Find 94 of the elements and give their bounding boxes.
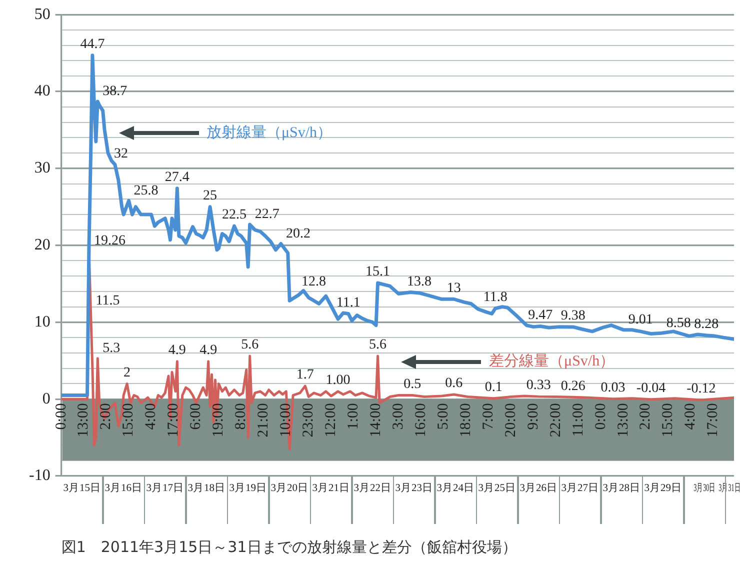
data-label: 44.7 (80, 37, 105, 52)
x-tick-label: 8:00 (233, 403, 250, 430)
x-tick-label: 13:00 (615, 403, 632, 438)
x2-tick-label: 3月21日 (312, 482, 350, 494)
data-label: 1.00 (326, 373, 350, 388)
x-tick-label: 0:00 (53, 403, 70, 430)
y-tick-label: 50 (34, 6, 50, 23)
data-label: 9.47 (528, 308, 553, 323)
x-tick-label: 11:00 (570, 403, 586, 437)
y-tick-label: 30 (34, 160, 50, 177)
data-label: -0.12 (686, 382, 716, 397)
x-tick-label: 17:00 (166, 403, 182, 438)
x-tick-label: 13:00 (76, 403, 92, 438)
data-label: 2 (124, 365, 131, 380)
x-tick-label: 4:00 (143, 403, 160, 430)
x2-tick-label: 3月17日 (146, 482, 184, 494)
series-label: 差分線量（μSv/h） (489, 352, 615, 370)
text: 放射線量（μSv/h） (206, 124, 332, 142)
data-label: 22.5 (222, 208, 246, 223)
data-label: 38.7 (102, 84, 128, 100)
x-tick-label: 23:00 (300, 403, 317, 438)
data-label: 11.1 (336, 295, 360, 310)
data-label: 0.26 (560, 378, 586, 394)
data-label: 0.5 (404, 376, 422, 392)
x2-tick-label: 3月15日 (63, 482, 101, 494)
y-tick-label: 10 (34, 313, 50, 330)
data-label: 32 (114, 146, 128, 162)
data-label: 0.03 (600, 380, 626, 396)
data-label: 27.4 (164, 170, 190, 186)
y-tick-label: 40 (34, 82, 50, 100)
data-label: 0.33 (526, 378, 551, 394)
x-tick-label: 12:00 (323, 403, 340, 438)
data-label: -0.04 (636, 381, 666, 396)
data-label: 9.01 (628, 312, 653, 328)
x2-tick-label: 3月29日 (644, 482, 682, 494)
x2-tick-label: 3月30日 (694, 481, 716, 494)
x2-tick-label: 3月26日 (520, 482, 558, 494)
x-tick-label: 0:00 (592, 403, 609, 430)
x-tick-label: 16:00 (412, 403, 429, 438)
x2-tick-label: 3月27日 (561, 482, 599, 494)
data-label: 13 (446, 280, 461, 296)
x-tick-label: 18:00 (458, 403, 474, 438)
x2-tick-label: 3月23日 (395, 482, 433, 494)
data-label: 8.58 (666, 316, 691, 331)
x2-tick-label: 3月22日 (354, 482, 392, 494)
x-tick-label: 17:00 (705, 403, 722, 438)
x-tick-label: 22:00 (548, 403, 564, 438)
y-tick-label: 20 (34, 236, 50, 254)
data-label: 0.6 (445, 376, 463, 392)
data-label: 25 (203, 188, 218, 204)
data-label: 13.8 (407, 274, 432, 290)
y-tick-label: -10 (29, 467, 50, 484)
x-tick-label: 9:00 (525, 403, 542, 430)
x-tick-label: 2:00 (638, 403, 654, 430)
x-tick-label: 15:00 (660, 403, 676, 438)
x-tick-label: 21:00 (256, 403, 272, 438)
x-tick-label: 1:00 (346, 403, 362, 430)
x-tick-label: 5:00 (435, 403, 452, 430)
x-tick-label: 7:00 (480, 403, 496, 430)
x2-tick-label: 3月28日 (602, 482, 640, 494)
data-label: 5.3 (102, 341, 120, 356)
data-label: 19.26 (94, 234, 126, 249)
x2-tick-label: 3月20日 (270, 482, 308, 494)
x2-tick-label: 3月18日 (188, 482, 226, 494)
data-label: 5.6 (241, 338, 259, 353)
data-label: 1.7 (296, 368, 314, 383)
text: 図1 2011年3月15日～31日までの放射線量と差分（飯舘村役場） (61, 538, 517, 556)
x2-tick-label: 3月19日 (229, 482, 267, 494)
data-label: 11.5 (96, 293, 120, 308)
data-label: 9.38 (560, 308, 586, 324)
x-tick-label: 14:00 (368, 403, 384, 438)
data-label: 4.9 (200, 343, 218, 358)
x-tick-label: 19:00 (210, 403, 227, 438)
data-label: 8.28 (694, 317, 719, 332)
data-label: 5.6 (369, 338, 387, 353)
data-label: 22.7 (254, 207, 280, 222)
x-tick-label: 3:00 (390, 403, 406, 430)
data-label: 0.1 (484, 380, 502, 396)
x-tick-label: 20:00 (502, 403, 519, 438)
data-label: 12.8 (302, 274, 326, 290)
x-tick-label: 4:00 (682, 403, 699, 430)
x2-tick-label: 3月16日 (104, 482, 142, 494)
data-label: 4.9 (168, 343, 186, 358)
x-tick-label: 10:00 (278, 403, 294, 438)
y-tick-label: 0 (42, 390, 50, 408)
x-tick-label: 15:00 (120, 403, 137, 438)
x2-tick-label: 3月25日 (478, 482, 516, 494)
data-label: 11.8 (483, 290, 508, 306)
x-tick-label: 6:00 (188, 403, 204, 430)
x2-tick-label: 3月24日 (436, 482, 474, 494)
data-label: 20.2 (286, 226, 310, 242)
x-tick-label: 2:00 (98, 403, 114, 430)
data-label: 15.1 (366, 264, 390, 280)
data-label: 25.8 (134, 183, 158, 198)
